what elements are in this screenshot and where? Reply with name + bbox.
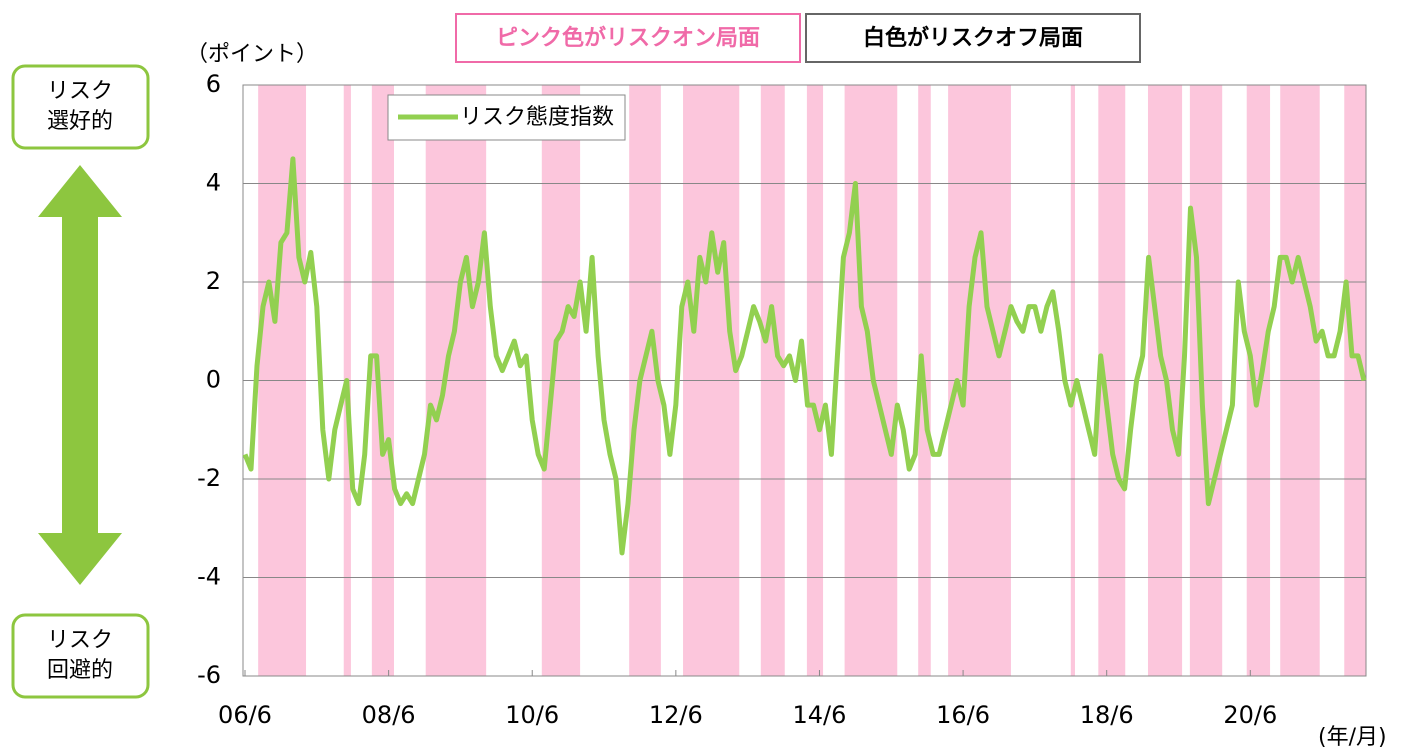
y-axis-label: （ポイント）: [186, 42, 318, 67]
arrow: [38, 165, 122, 585]
x-tick-label: 20/6: [1223, 701, 1277, 729]
x-tick-label: 06/6: [218, 701, 272, 729]
legend-label: リスク態度指数: [460, 105, 614, 130]
side-label: 回避的: [47, 658, 113, 683]
x-tick-label: 18/6: [1080, 701, 1134, 729]
side-label: リスク: [47, 628, 113, 653]
x-tick-label: 16/6: [936, 701, 990, 729]
y-tick-label: -2: [197, 464, 221, 492]
index-line: [242, 156, 1367, 556]
x-axis-label: (年/月): [1318, 725, 1387, 750]
x-tick-label: 10/6: [505, 701, 559, 729]
y-tick-label: 0: [206, 366, 221, 394]
side-box: [11, 613, 150, 699]
y-tick-label: -4: [197, 563, 221, 591]
off-note-box: [805, 13, 1141, 63]
y-tick-label: 6: [206, 70, 221, 98]
y-tick-label: 4: [206, 169, 221, 197]
on-note-box: [455, 13, 801, 63]
side-label: リスク: [47, 79, 113, 104]
off-note: 白色がリスクオフ局面: [863, 25, 1083, 51]
x-tick-label: 14/6: [793, 701, 847, 729]
side-label: 選好的: [47, 109, 113, 134]
x-tick-label: 08/6: [362, 701, 416, 729]
plot-border: [242, 84, 1367, 677]
x-tick-label: 12/6: [649, 701, 703, 729]
y-tick-label: -6: [197, 661, 221, 689]
side-box: [11, 64, 150, 150]
on-note: ピンク色がリスクオン局面: [496, 25, 760, 51]
y-tick-label: 2: [206, 267, 221, 295]
